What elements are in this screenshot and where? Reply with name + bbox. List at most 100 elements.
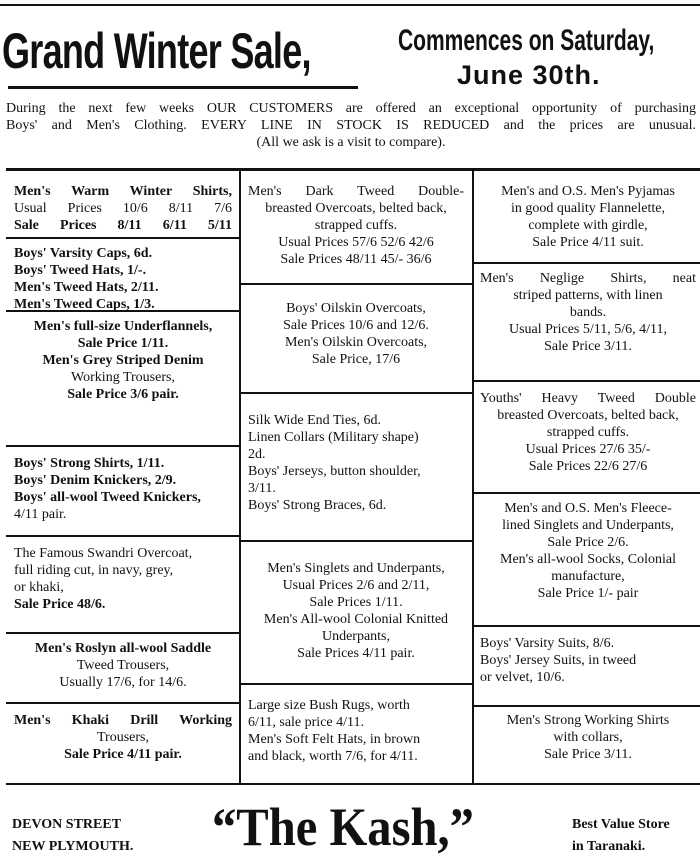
left-column-item: Men's full-size Underflannels, Sale Price…: [14, 318, 232, 403]
item-line: Sale Price 4/11 pair.: [64, 747, 182, 762]
commences-text: Commences on Saturday,: [398, 24, 655, 57]
section-divider: [6, 445, 240, 447]
section-divider: [6, 310, 240, 312]
item-line: Linen Collars (Military shape): [248, 430, 419, 445]
item-line: with collars,: [553, 730, 623, 745]
store-address: DEVON STREET NEW PLYMOUTH.: [12, 817, 134, 854]
item-line: 3/11.: [248, 481, 276, 496]
right-column-item: Men's and O.S. Men's Fleece-lined Single…: [480, 500, 696, 602]
item-line: Underpants,: [321, 629, 391, 644]
section-divider: [240, 683, 472, 685]
item-line: strapped cuffs.: [314, 218, 398, 233]
section-divider: [6, 535, 240, 537]
item-line: Boys' Jerseys, button shoulder,: [248, 464, 421, 479]
headline: Grand Winter Sale,: [2, 23, 312, 79]
item-line: The Famous Swandri Overcoat,: [14, 546, 193, 561]
item-line: Sale Prices 10/6 and 12/6.: [283, 318, 429, 333]
item-line: or velvet, 10/6.: [480, 670, 565, 685]
right-column-item: Men's and O.S. Men's Pyjamas in good qual…: [480, 183, 696, 251]
left-column-item: Men's Khaki Drill Working Trousers, Sale P…: [14, 712, 232, 763]
item-line: Tweed Trousers,: [76, 658, 170, 673]
left-column-item: Men's Warm Winter Shirts, Usual Prices 10…: [14, 183, 232, 234]
item-line: Usually 17/6, for 14/6.: [59, 675, 187, 690]
item-line: Working Trousers,: [71, 370, 175, 385]
item-line: full riding cut, in navy, grey,: [14, 563, 174, 578]
item-line: breasted Overcoats, belted back,: [497, 408, 679, 423]
item-line: Men's and O.S. Men's Fleece-: [504, 501, 672, 516]
store-name: “The Kash,”: [212, 797, 474, 857]
item-line: Boys' all-wool Tweed Knickers,: [14, 490, 201, 505]
item-line: Men's Neglige Shirts, neat: [480, 271, 696, 286]
middle-column-item: Large size Bush Rugs, worth 6/11, sale pr…: [248, 697, 464, 765]
item-line: Boys' Strong Shirts, 1/11.: [14, 456, 165, 471]
headline-underline: [8, 86, 358, 89]
column-divider: [239, 171, 241, 783]
item-line: in good quality Flannelette,: [511, 201, 665, 216]
item-line: Sale Price 3/11.: [544, 339, 632, 354]
section-divider: [6, 632, 240, 634]
section-divider: [472, 625, 700, 627]
section-divider: [6, 237, 240, 239]
item-line: Men's Oilskin Overcoats,: [284, 335, 428, 350]
item-line: Men's Tweed Hats, 2/11.: [14, 280, 159, 295]
item-line: Boys' Varsity Suits, 8/6.: [480, 636, 615, 651]
item-line: Usual Prices 27/6 35/-: [525, 442, 651, 457]
item-line: Sale Price 1/- pair: [537, 586, 639, 601]
item-line: Men's Warm Winter Shirts,: [14, 184, 232, 199]
item-line: lined Singlets and Underpants,: [502, 518, 674, 533]
item-line: Boys' Strong Braces, 6d.: [248, 498, 387, 513]
right-column-item: Men's Strong Working Shirts with collars,…: [480, 712, 696, 763]
section-divider: [6, 702, 240, 704]
middle-column-item: Men's Singlets and Underpants, Usual Pric…: [248, 560, 464, 662]
item-line: Men's Khaki Drill Working: [14, 713, 232, 728]
intro-text: During the next few weeks OUR CUSTOMERS …: [6, 101, 696, 150]
top-rule: [0, 4, 700, 6]
item-line: Sale Price 2/6.: [547, 535, 629, 550]
item-line: striped patterns, with linen: [513, 288, 663, 303]
item-line: Men's all-wool Socks, Colonial: [500, 552, 676, 567]
item-line: Sale Prices 48/11 45/- 36/6: [280, 252, 432, 267]
store-tagline: Best Value Store in Taranaki.: [572, 817, 670, 854]
item-line: 6/11, sale price 4/11.: [248, 715, 364, 730]
item-line: Sale Prices 8/11 6/11 5/11: [14, 218, 232, 233]
item-line: Sale Prices 4/11 pair.: [297, 646, 415, 661]
left-column-item: Men's Roslyn all-wool Saddle Tweed Trouse…: [14, 640, 232, 691]
middle-column-item: Boys' Oilskin Overcoats, Sale Prices 10/6…: [248, 300, 464, 368]
item-line: Sale Price 3/6 pair.: [67, 387, 179, 402]
middle-column-item: Men's Dark Tweed Double-breasted Overcoa…: [248, 183, 464, 268]
intro-rule: [6, 168, 700, 171]
middle-column-item: Silk Wide End Ties, 6d. Linen Collars (Mi…: [248, 412, 464, 514]
item-line: Men's Dark Tweed Double-: [248, 184, 464, 199]
item-line: Sale Prices 1/11.: [309, 595, 403, 610]
item-line: Boys' Denim Knickers, 2/9.: [14, 473, 177, 488]
item-line: manufacture,: [551, 569, 625, 584]
item-line: Silk Wide End Ties, 6d.: [248, 413, 381, 428]
item-line: Sale Price 4/11 suit.: [532, 235, 644, 250]
item-line: Men's Roslyn all-wool Saddle: [34, 641, 212, 656]
item-line: Boys' Tweed Hats, 1/-.: [14, 263, 147, 278]
item-line: Men's All-wool Colonial Knitted: [263, 612, 449, 627]
item-line: Sale Price, 17/6: [311, 352, 401, 367]
item-line: Men's Tweed Caps, 1/3.: [14, 297, 155, 312]
item-line: Men's Soft Felt Hats, in brown: [248, 732, 421, 747]
item-line: Boys' Jersey Suits, in tweed: [480, 653, 637, 668]
item-line: Usual Prices 2/6 and 2/11,: [282, 578, 430, 593]
item-line: strapped cuffs.: [546, 425, 630, 440]
item-line: 4/11 pair.: [14, 507, 67, 522]
section-divider: [472, 262, 700, 264]
section-divider: [240, 283, 472, 285]
item-line: Sale Price 1/11.: [77, 336, 169, 351]
item-line: Youths' Heavy Tweed Double: [480, 391, 696, 406]
sale-date: June 30th.: [457, 60, 601, 90]
left-column-item: Boys' Varsity Caps, 6d. Boys' Tweed Hats,…: [14, 245, 232, 313]
item-line: or khaki,: [14, 580, 64, 595]
column-divider: [472, 171, 474, 783]
item-line: Usual Prices 10/6 8/11 7/6: [14, 201, 232, 216]
section-divider: [240, 392, 472, 394]
item-line: bands.: [569, 305, 607, 320]
item-line: Sale Price 3/11.: [544, 747, 632, 762]
bottom-rule: [6, 783, 700, 785]
right-column-item: Youths' Heavy Tweed Double breasted Overc…: [480, 390, 696, 475]
item-line: Usual Prices 5/11, 5/6, 4/11,: [508, 322, 667, 337]
section-divider: [472, 380, 700, 382]
